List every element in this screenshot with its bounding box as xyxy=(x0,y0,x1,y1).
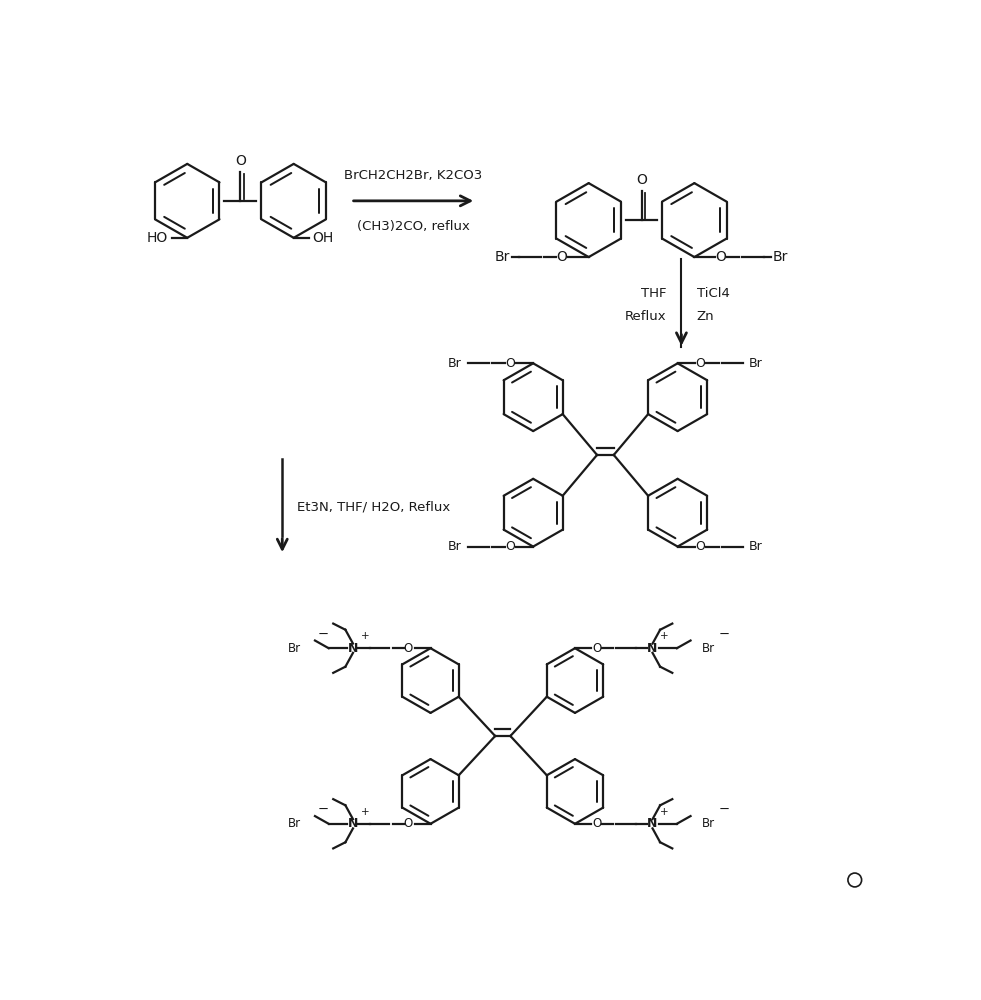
Text: THF: THF xyxy=(641,287,666,300)
Text: O: O xyxy=(235,154,246,168)
Text: Br: Br xyxy=(702,642,715,655)
Text: O: O xyxy=(505,540,515,553)
Text: −: − xyxy=(318,803,330,816)
Text: Br: Br xyxy=(448,540,462,553)
Text: BrCH2CH2Br, K2CO3: BrCH2CH2Br, K2CO3 xyxy=(344,169,483,182)
Text: N: N xyxy=(348,817,358,830)
Text: Br: Br xyxy=(288,817,301,830)
Text: N: N xyxy=(348,642,358,655)
Text: −: − xyxy=(719,628,730,641)
Text: N: N xyxy=(647,642,657,655)
Text: OH: OH xyxy=(313,231,334,245)
Text: Reflux: Reflux xyxy=(625,310,666,323)
Text: +: + xyxy=(361,631,369,641)
Text: O: O xyxy=(556,250,567,264)
Text: O: O xyxy=(593,817,601,830)
Text: +: + xyxy=(361,807,369,817)
Text: O: O xyxy=(696,357,705,370)
Text: O: O xyxy=(505,357,515,370)
Text: Et3N, THF/ H2O, Reflux: Et3N, THF/ H2O, Reflux xyxy=(297,500,450,513)
Text: +: + xyxy=(660,631,669,641)
Text: O: O xyxy=(404,642,413,655)
Text: HO: HO xyxy=(147,231,169,245)
Text: Br: Br xyxy=(773,250,788,264)
Text: Zn: Zn xyxy=(697,310,714,323)
Text: −: − xyxy=(719,803,730,816)
Text: Br: Br xyxy=(702,817,715,830)
Text: Br: Br xyxy=(749,357,763,370)
Text: Br: Br xyxy=(495,250,510,264)
Text: (CH3)2CO, reflux: (CH3)2CO, reflux xyxy=(357,220,470,233)
Text: Br: Br xyxy=(749,540,763,553)
Text: O: O xyxy=(593,642,601,655)
Text: −: − xyxy=(318,628,330,641)
Text: Br: Br xyxy=(288,642,301,655)
Text: +: + xyxy=(660,807,669,817)
Text: O: O xyxy=(404,817,413,830)
Text: N: N xyxy=(647,817,657,830)
Text: O: O xyxy=(715,250,726,264)
Text: TiCl4: TiCl4 xyxy=(697,287,730,300)
Text: O: O xyxy=(636,173,646,187)
Text: Br: Br xyxy=(448,357,462,370)
Text: O: O xyxy=(696,540,705,553)
